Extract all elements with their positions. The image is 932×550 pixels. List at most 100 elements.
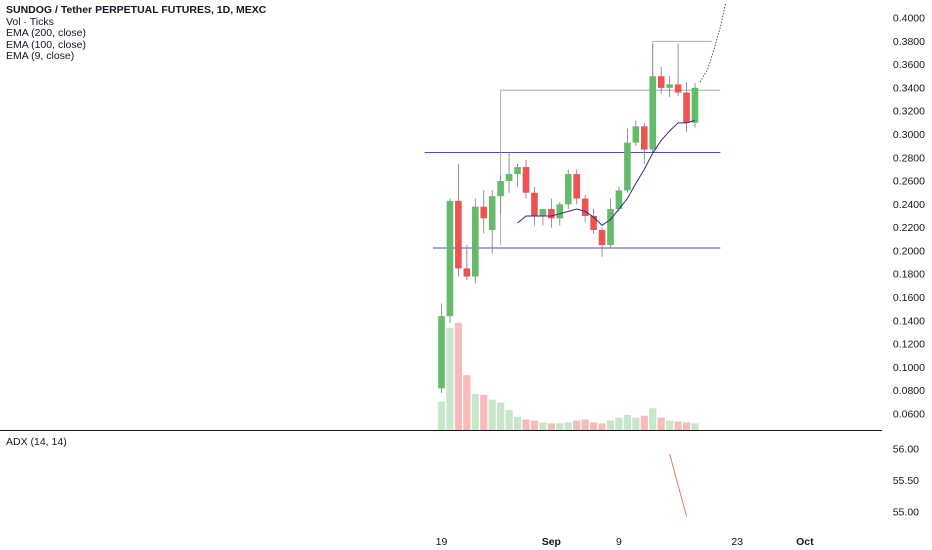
adx-pane-label: ADX (14, 14) [6,436,67,448]
volume-bar [530,420,539,430]
volume-bar [564,422,572,430]
candle-body [683,92,690,123]
legend-ema-200: EMA (200, close) [6,27,86,39]
price-tick-label: 0.1200 [893,339,925,351]
candle-body [624,142,631,191]
candle-body [455,200,462,269]
price-tick-label: 0.3600 [893,59,925,71]
time-tick-label: Sep [542,536,561,548]
candle-body [615,190,623,210]
volume-bar [513,416,522,430]
price-tick-label: 0.0800 [893,385,925,397]
volume-bar [446,327,454,430]
legend-volume: Vol · Ticks [6,15,54,28]
range-box [652,40,712,77]
volume-bar [666,420,674,430]
price-tick-label: 0.1000 [893,362,925,374]
projection-line [699,3,726,83]
candle-body [598,229,606,246]
candle-body [438,316,445,389]
candle-body [522,167,530,193]
volume-bar [590,422,598,430]
candle-body [632,126,640,143]
volume-bar [454,323,462,430]
price-tick-label: 0.3800 [893,36,925,48]
candle-body [674,84,682,93]
candle-body [463,268,471,277]
price-tick-label: 0.3200 [893,106,925,118]
ema-9-line [517,120,696,226]
price-tick-label: 0.4000 [893,13,925,25]
candle-body [480,206,488,219]
candle-body [666,84,673,88]
volume-bar [480,394,488,430]
candle-body [556,204,564,219]
price-tick-label: 0.0600 [893,409,925,421]
volume-bar [497,402,505,430]
candle-body [548,209,555,219]
price-tick-label: 0.3000 [893,129,925,141]
price-tick-label: 0.2000 [893,245,925,257]
candle-body [564,174,572,205]
price-tick-label: 0.2200 [893,222,925,234]
price-tick-label: 0.1400 [893,315,925,327]
volume-bar [657,417,665,430]
candle-body [514,167,521,175]
volume-bar [598,423,606,430]
volume-bar [539,422,547,430]
volume-bar [606,420,615,430]
candle-body [649,76,657,150]
volume-bar [463,375,471,430]
volume-bar [682,422,691,430]
candle-body [691,87,699,123]
candle-body [607,209,614,246]
volume-bar [556,423,564,430]
adx-tick-label: 55.00 [893,507,919,519]
adx-line [669,453,688,517]
legend-ema-9: EMA (9, close) [6,50,75,62]
volume-bar [640,415,648,430]
price-tick-label: 0.2400 [893,199,925,211]
price-pane [424,3,726,430]
candle-body [446,200,454,317]
time-tick-label: 19 [436,536,448,548]
candle-body [488,196,496,230]
price-tick-label: 0.3400 [893,82,925,94]
price-tick-label: 0.1800 [893,269,925,281]
candle-body [497,181,504,197]
price-tick-label: 0.1600 [893,292,925,304]
symbol-title: SUNDOG / Tether PERPETUAL FUTURES, 1D, M… [6,4,267,16]
adx-tick-label: 55.50 [893,475,919,487]
volume-bar [674,421,682,430]
adx-tick-label: 56.00 [893,444,919,456]
legend-ema-100: EMA (100, close) [6,38,86,51]
candle-body [472,206,479,277]
volume-bar [581,419,589,430]
candle-body [590,216,597,230]
candle-body [573,174,580,199]
volume-bar [437,401,446,430]
volume-bar [632,417,640,430]
volume-bar [623,414,631,430]
price-tick-label: 0.2800 [893,152,925,164]
price-tick-label: 0.2600 [893,176,925,188]
candle-body [505,174,513,182]
volume-bar [547,423,555,430]
time-tick-label: 23 [731,536,743,548]
volume-bar [488,399,496,430]
candle-body [531,192,538,216]
volume-bar [691,423,699,430]
candle-body [539,209,547,216]
volume-bar [573,420,581,430]
volume-bar [471,394,479,430]
time-tick-label: 9 [616,536,622,548]
time-tick-label: Oct [796,536,814,548]
candle-body [657,76,665,88]
volume-bar [615,417,623,430]
volume-bar [522,419,530,430]
candle-body [581,198,589,216]
chart-legend: SUNDOG / Tether PERPETUAL FUTURES, 1D, M… [6,4,267,63]
candle-body [641,126,648,150]
volume-bar [649,408,657,430]
